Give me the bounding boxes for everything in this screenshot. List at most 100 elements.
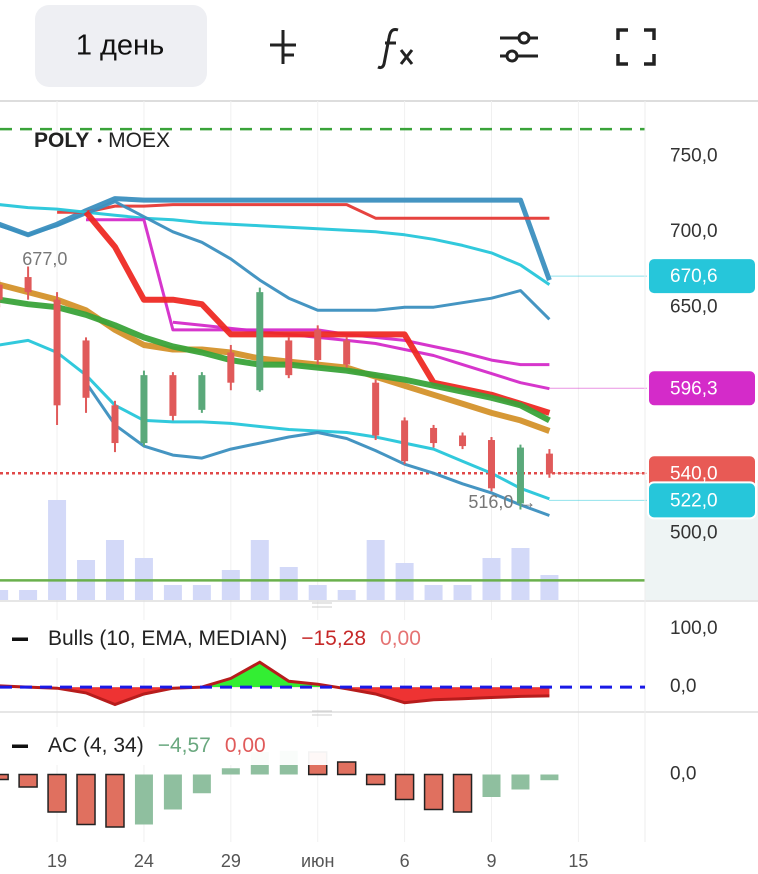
volume-bar: [453, 585, 472, 600]
candle-body: [256, 292, 264, 391]
toolbar: 1 день: [35, 5, 656, 87]
indicator-line: [0, 196, 552, 281]
pane-handles: [312, 602, 332, 716]
ac-bar: [192, 774, 211, 794]
ac-bar: [511, 774, 530, 790]
indicator-line: [0, 338, 550, 501]
y-tick-label: 650,0: [670, 296, 718, 317]
interval-button[interactable]: [35, 5, 207, 87]
candle-body: [140, 375, 148, 444]
ac-bar: [452, 773, 473, 813]
ac-bar: [221, 768, 240, 775]
indicator-line: [84, 381, 550, 517]
x-tick-label: 19: [47, 851, 67, 871]
bulls-pane: [0, 660, 645, 707]
indicator-name: Bulls (10, EMA, MEDIAN): [48, 627, 287, 650]
indicator-name: AC (4, 34): [48, 734, 144, 757]
y-tick-label: 700,0: [670, 221, 718, 242]
symbol: POLY: [34, 129, 89, 152]
grid: [56, 101, 579, 842]
volume-bar: [250, 540, 269, 600]
candle-body: [430, 427, 438, 444]
settings-icon[interactable]: [500, 31, 538, 63]
symbol-label: POLY • MOEX: [34, 129, 170, 152]
bulls-area-positive: [0, 662, 336, 688]
x-tick-label: 6: [400, 851, 410, 871]
indicator-value-2: 0,00: [380, 627, 421, 650]
legend-toggle[interactable]: [12, 637, 28, 642]
indicator-line: [57, 203, 550, 220]
volume-bar: [221, 570, 240, 600]
volume-bar: [163, 585, 182, 600]
volume-bar: [192, 585, 211, 600]
price-annotation: 677,0: [22, 249, 67, 269]
price-tag-label: 670,6: [670, 266, 718, 287]
candle-body: [285, 340, 293, 376]
candle-body: [401, 420, 409, 462]
exchange: MOEX: [108, 129, 170, 152]
volume-bar: [540, 575, 559, 600]
indicator-value: −4,57: [158, 734, 211, 757]
interval-label[interactable]: 1 день: [76, 30, 164, 62]
price-tag: [647, 481, 757, 520]
x-tick-label: июн: [301, 851, 335, 871]
y-tick-label: 0,0: [670, 764, 696, 785]
indicator-value-2: 0,00: [225, 734, 266, 757]
ac-bar: [336, 761, 357, 776]
ac-bar: [482, 774, 501, 797]
ac-bar: [394, 773, 415, 801]
ac-bar: [163, 774, 182, 810]
y-tick-label: 500,0: [670, 523, 718, 544]
price-tag: [647, 369, 757, 408]
candle-body: [53, 299, 61, 406]
price-tag: [647, 257, 757, 296]
ac-bar: [0, 773, 9, 781]
candle-body: [516, 447, 524, 504]
bulls-area-negative: [0, 687, 550, 705]
y-tick-label: 0,0: [670, 676, 696, 697]
legend-box: [0, 727, 330, 765]
volume-bar: [48, 500, 67, 600]
crosshair-icon[interactable]: [270, 30, 296, 64]
legend-text: AC (4, 34) −4,57 0,00: [48, 734, 266, 757]
separator-dot: •: [97, 132, 102, 148]
volume-bar: [337, 590, 356, 600]
indicator-line: [0, 200, 551, 321]
y-tick-label: 100,0: [670, 618, 718, 639]
candle-body: [169, 375, 177, 416]
candle-body: [372, 382, 380, 436]
function-icon[interactable]: [377, 28, 414, 70]
volume-bar: [366, 540, 385, 600]
indicator-line: [172, 320, 550, 391]
ac-bar: [105, 773, 125, 828]
candle-body: [82, 340, 90, 398]
ac-bar: [76, 773, 96, 826]
volume-bar: [424, 585, 443, 600]
price-annotation: 516,0 →: [468, 492, 536, 512]
candle-body: [487, 440, 495, 489]
legend-toggle[interactable]: [12, 744, 28, 749]
candle-body: [314, 329, 322, 361]
ac-bar: [423, 773, 444, 811]
ac-bar: [47, 773, 67, 813]
axes: 19 24 29 июн 6 9 15 750,0 700,0 650,0 500,0 670,6 59…: [47, 145, 757, 871]
price-tag-label: 522,0: [670, 490, 718, 511]
indicator-value: −15,28: [301, 627, 366, 650]
volume-bar: [105, 540, 124, 600]
volume-bar: [482, 558, 501, 600]
ac-bar: [18, 773, 38, 788]
legend-text: Bulls (10, EMA, MEDIAN) −15,28 0,00: [48, 627, 421, 650]
candle-body: [24, 277, 32, 293]
volume-bar: [0, 590, 9, 600]
volume-bar: [279, 567, 298, 600]
fullscreen-icon[interactable]: [616, 28, 656, 66]
x-tick-label: 29: [221, 851, 241, 871]
candle-body: [111, 405, 119, 444]
indicator-line: [0, 296, 551, 424]
candle-body: [198, 375, 206, 410]
ac-bar: [365, 773, 386, 786]
bulls-line: [0, 660, 550, 707]
